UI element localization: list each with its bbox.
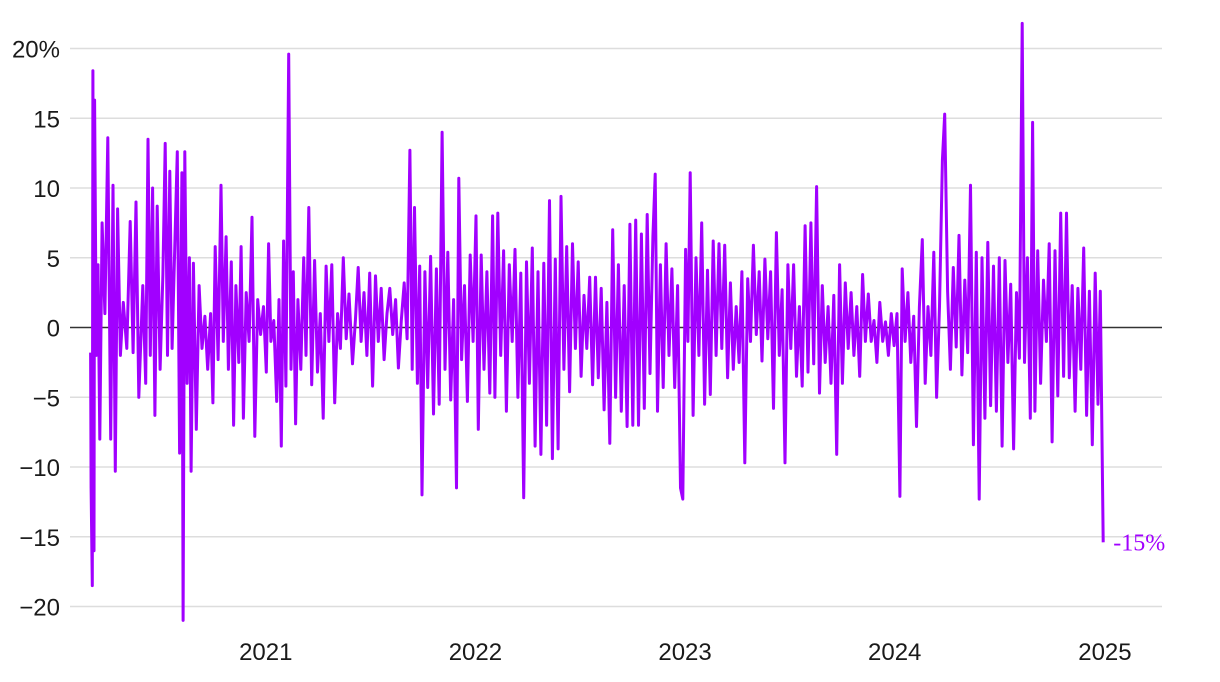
x-tick-label: 2021: [239, 639, 292, 666]
y-tick-label: 10: [33, 176, 60, 203]
y-tick-label: 5: [47, 246, 60, 273]
series-line: [89, 21, 1105, 622]
y-axis-tick-labels: 20% 15 10 5 0 −5 −10 −15 −20: [12, 37, 60, 622]
y-tick-label: 15: [33, 106, 60, 133]
y-tick-label: 20%: [12, 37, 60, 64]
y-tick-label: −15: [19, 525, 60, 552]
x-tick-label: 2025: [1078, 639, 1131, 666]
x-tick-label: 2024: [868, 639, 921, 666]
y-tick-label: −20: [19, 595, 60, 622]
x-tick-label: 2022: [449, 639, 502, 666]
x-tick-label: 2023: [658, 639, 711, 666]
y-tick-label: −5: [33, 385, 60, 412]
y-tick-label: −10: [19, 455, 60, 482]
x-axis-tick-labels: 2021 2022 2023 2024 2025: [239, 639, 1132, 666]
end-value-label: -15%: [1113, 530, 1165, 556]
y-tick-label: 0: [47, 316, 60, 343]
